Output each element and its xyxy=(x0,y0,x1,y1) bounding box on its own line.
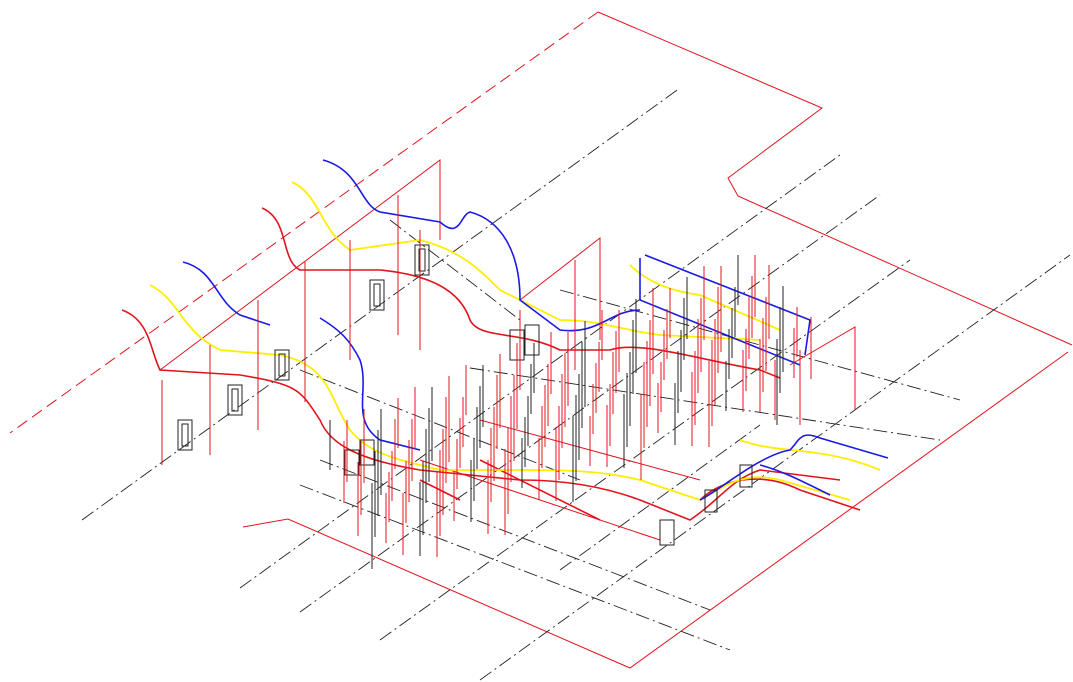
outline xyxy=(597,11,1073,346)
fittings xyxy=(177,244,753,546)
outline-dashed xyxy=(9,11,599,434)
outline xyxy=(242,351,1069,669)
axis-lines xyxy=(81,87,1071,681)
drops xyxy=(161,195,856,569)
pipe-yellow xyxy=(149,181,881,501)
pipe-blue xyxy=(182,159,889,501)
